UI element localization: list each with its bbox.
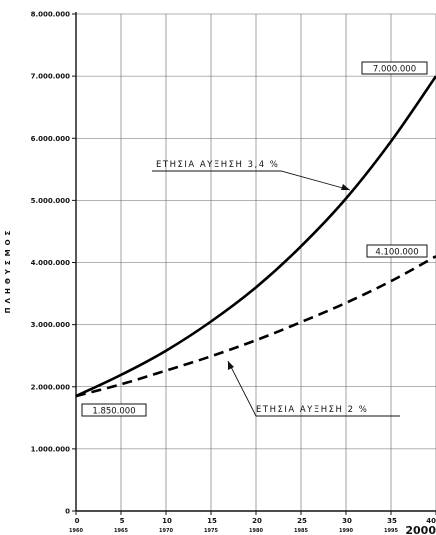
x-tick-label: 20: [252, 517, 262, 525]
end-label-low: 4.100.000: [375, 248, 418, 258]
y-tick-label: 8.000.000: [31, 11, 71, 19]
y-axis-label: ΠΛΗΘΥΣΜΟΣ: [4, 227, 12, 314]
y-tick-label: 6.000.000: [31, 135, 71, 143]
x-tick-label: 5: [120, 517, 125, 525]
x-tick-label: 35: [387, 517, 397, 525]
x-tick-year: 1980: [249, 528, 263, 534]
x-tick-year: 1985: [294, 528, 308, 534]
y-tick-label: 1.000.000: [31, 445, 71, 453]
y-tick-label: 0: [65, 508, 70, 516]
x-tick-label: 10: [162, 517, 172, 525]
series-group: [75, 75, 436, 398]
y-tick-label: 4.000.000: [31, 259, 71, 267]
growth-high-label: ΕΤΗΣΙΑ ΑΥΞΗΣΗ 3,4 %: [156, 160, 279, 170]
x-tick-label: 30: [342, 517, 352, 525]
x-tick-year: 1960: [69, 528, 83, 534]
y-tick-label: 2.000.000: [31, 383, 71, 391]
x-tick-year: 1990: [339, 528, 353, 534]
series-line-3-4pct: [75, 75, 436, 398]
end-label-low-box: [366, 244, 428, 258]
x-tick-year: 1970: [159, 528, 173, 534]
grid: [76, 13, 436, 511]
y-tick-label: 5.000.000: [31, 197, 71, 205]
x-tick-label: 0: [75, 517, 80, 525]
y-tick-labels: 0 1.000.000 2.000.000 3.000.000 4.000.000 5.0…: [31, 11, 76, 516]
x-tick-label: 15: [207, 517, 217, 525]
start-label-box: [81, 403, 147, 417]
start-label: 1.850.000: [92, 407, 135, 417]
x-tick-label: 40: [426, 517, 436, 525]
end-label-high-box: [361, 61, 428, 75]
x-tick-year: 1965: [114, 528, 128, 534]
series-line-2pct: [75, 255, 436, 398]
x-tick-label: 25: [297, 517, 307, 525]
y-tick-label: 7.000.000: [31, 73, 71, 81]
x-tick-year: 1975: [204, 528, 218, 534]
x-tick-year: 2000: [405, 524, 436, 535]
x-tick-year: 1995: [384, 528, 398, 534]
y-tick-label: 3.000.000: [31, 321, 71, 329]
growth-low-arrowhead: [228, 361, 234, 370]
end-label-high: 7.000.000: [373, 65, 416, 75]
growth-high-leader: [152, 170, 351, 191]
growth-low-label: ΕΤΗΣΙΑ ΑΥΞΗΣΗ 2 %: [256, 405, 368, 415]
growth-low-leader: [227, 360, 400, 417]
growth-high-arrowhead: [341, 184, 350, 190]
x-tick-labels: 0 1960 5 1965 10 1970 15 1975 20 1980 25 1985 30 1990…: [69, 511, 436, 535]
